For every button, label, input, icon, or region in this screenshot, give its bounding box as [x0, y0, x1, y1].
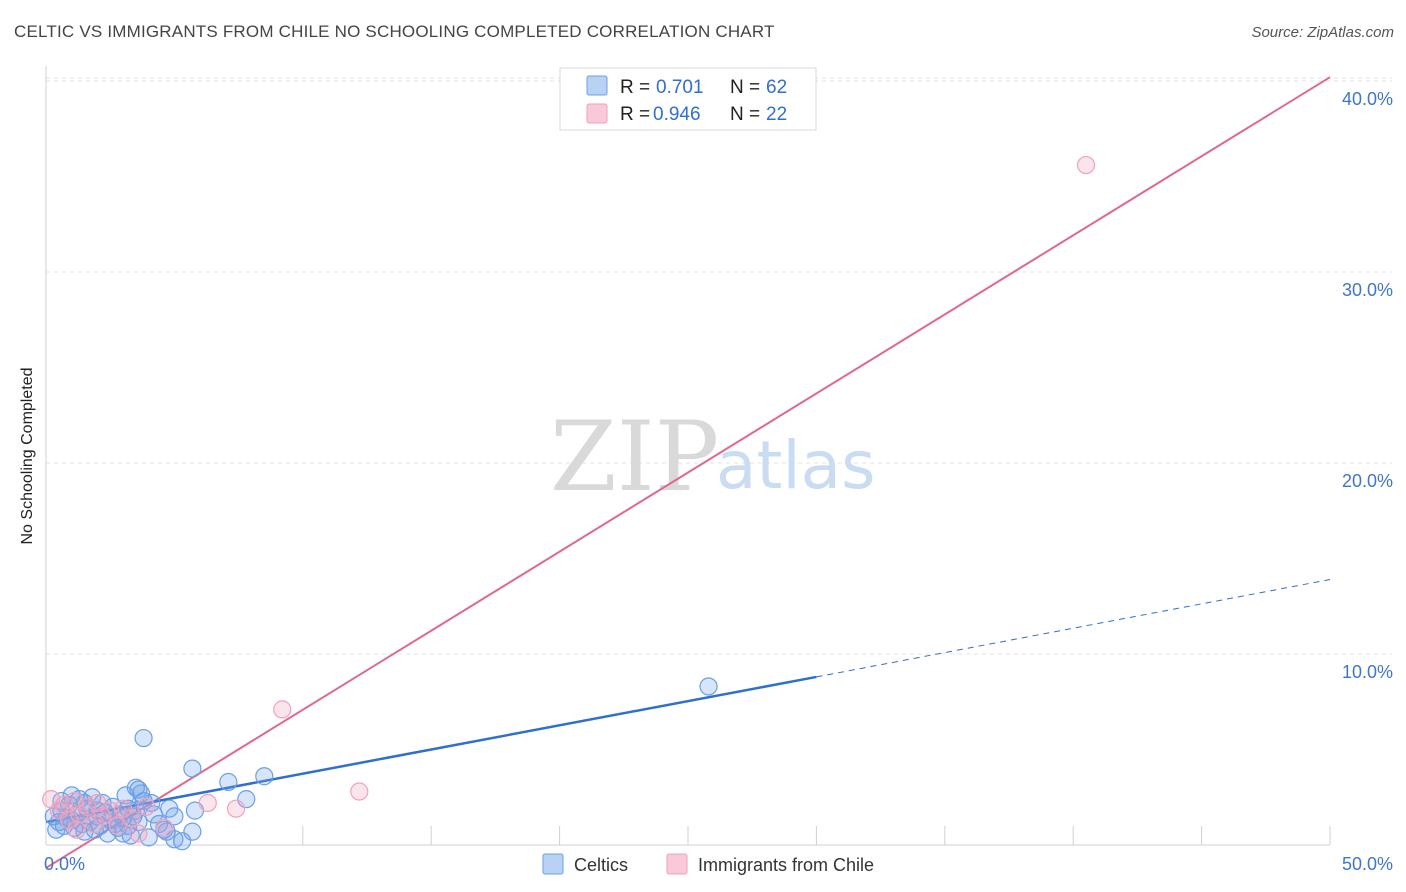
legend-n-label-2: N = [730, 104, 760, 125]
celtics-point-60 [183, 822, 202, 841]
trend-lines [45, 76, 1331, 869]
watermark-atlas: atlas [716, 427, 876, 504]
tick-labels: 10.0% 20.0% 30.0% 40.0% 0.0% 50.0% [44, 89, 1393, 874]
chile-point-3 [60, 811, 79, 830]
x-tick-label-0: 0.0% [44, 854, 85, 874]
celtics-point-61 [699, 677, 718, 696]
chile-point-18 [198, 793, 217, 813]
celtics-point-40 [47, 820, 66, 839]
x-tick-label-1: 50.0% [1342, 854, 1393, 874]
legend-r-label-2: R = [620, 104, 650, 125]
celtics-point-56 [219, 772, 238, 792]
legend-n-label-1: N = [730, 77, 760, 98]
series-swatch-chile [666, 853, 688, 875]
y-tick-label-3: 40.0% [1342, 89, 1393, 109]
legend-swatch-celtics [586, 75, 608, 96]
trend-line-celtics [45, 675, 817, 824]
source-label: Source: ZipAtlas.com [1251, 24, 1394, 41]
watermark: ZIP atlas [550, 401, 876, 513]
y-tick-label-1: 20.0% [1342, 471, 1393, 491]
trend-line-celtics-extension [816, 579, 1331, 678]
legend-n-value-2: 22 [766, 104, 787, 125]
celtics-point-33 [139, 828, 158, 847]
chile-point-20 [273, 700, 292, 719]
celtics-point-55 [183, 759, 202, 778]
celtics-point-58 [255, 767, 274, 786]
celtics-point-50 [126, 778, 145, 797]
celtics-point-47 [124, 807, 143, 826]
chile-point-22 [1076, 155, 1096, 175]
data-points [42, 155, 1096, 851]
chile-point-6 [77, 797, 97, 816]
chile-point-17 [88, 793, 107, 813]
legend-r-label-1: R = [620, 77, 650, 98]
series-label-celtics: Celtics [574, 855, 628, 875]
series-legend: Celtics Immigrants from Chile [542, 853, 874, 875]
chart-title: CELTIC VS IMMIGRANTS FROM CHILE NO SCHOO… [14, 22, 775, 41]
chile-point-7 [85, 814, 104, 834]
legend-swatch-chile [586, 103, 608, 124]
celtics-point-44 [88, 801, 107, 820]
stats-legend: R = 0.701 N = 62 R = 0.946 N = 22 [559, 67, 817, 131]
series-swatch-celtics [542, 853, 564, 875]
celtics-point-20 [98, 824, 117, 843]
watermark-zip: ZIP [550, 401, 719, 513]
celtics-point-48 [165, 807, 184, 826]
chile-point-15 [155, 818, 174, 837]
celtics-point-53 [134, 728, 153, 748]
chile-point-19 [226, 799, 246, 818]
chile-point-5 [70, 805, 89, 824]
chile-point-11 [113, 799, 133, 818]
chile-point-21 [350, 782, 369, 801]
chile-point-14 [137, 797, 156, 816]
y-tick-label-2: 30.0% [1342, 280, 1393, 300]
y-tick-label-0: 10.0% [1342, 662, 1393, 682]
legend-r-value-1: 0.701 [656, 77, 704, 98]
chile-point-16 [67, 820, 86, 839]
legend-n-value-1: 62 [766, 77, 787, 98]
trend-line-chile [45, 76, 1331, 869]
legend-r-value-2: 0.946 [653, 104, 701, 125]
series-label-chile: Immigrants from Chile [698, 855, 874, 875]
axes [45, 66, 1331, 846]
chile-point-13 [129, 824, 148, 843]
chile-point-12 [121, 809, 140, 828]
